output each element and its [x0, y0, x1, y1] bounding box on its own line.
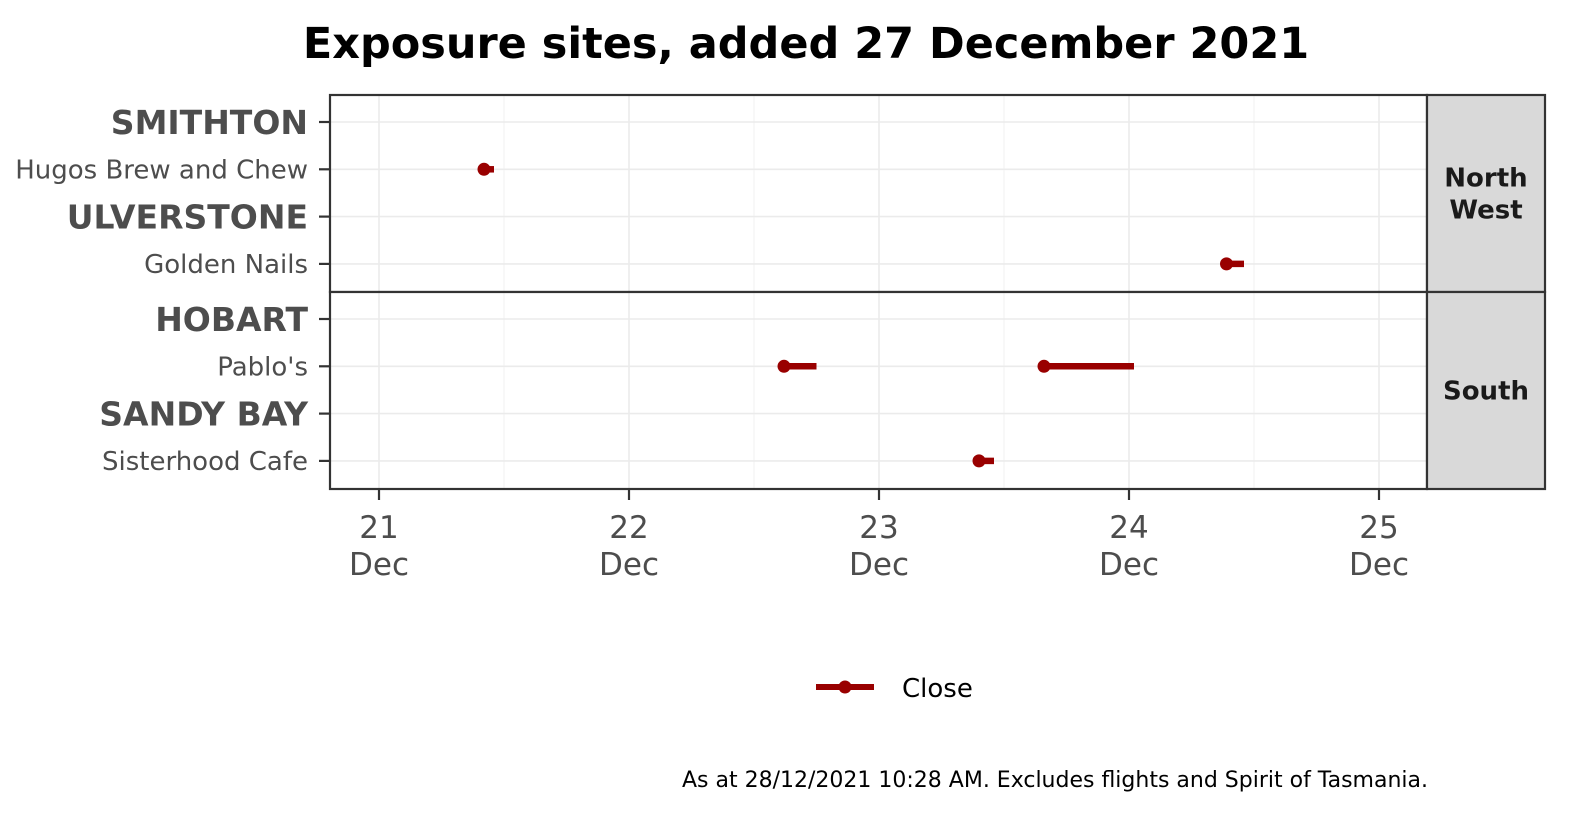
site-label: Hugos Brew and Chew	[15, 155, 308, 185]
exposure-start-point	[1037, 359, 1051, 373]
exposure-start-point	[972, 454, 986, 468]
region-strip	[1425, 93, 1547, 294]
chart-caption: As at 28/12/2021 10:28 AM. Excludes flig…	[682, 768, 1428, 793]
x-tick-label-day: 21	[359, 510, 398, 546]
exposure-start-point	[1220, 257, 1233, 271]
x-tick-label-month: Dec	[349, 547, 409, 583]
x-tick-label-day: 24	[1109, 510, 1148, 546]
x-tick-label-month: Dec	[1099, 547, 1159, 583]
town-label: SANDY BAY	[99, 395, 309, 434]
exposure-start-point	[477, 162, 491, 176]
x-tick-label-day: 22	[609, 510, 648, 546]
legend: Close	[816, 674, 973, 704]
site-label: Sisterhood Cafe	[102, 447, 308, 477]
town-label: HOBART	[155, 300, 308, 339]
x-tick-label-month: Dec	[1349, 547, 1409, 583]
exposure-start-point	[777, 359, 791, 373]
chart-panels: SMITHTON Hugos Brew and Chew ULVERSTONE Gol…	[15, 93, 1547, 491]
region-strip-label: North	[1444, 164, 1527, 194]
legend-label: Close	[902, 674, 973, 704]
legend-key-point	[838, 680, 852, 694]
chart-title: Exposure sites, added 27 December 2021	[303, 19, 1309, 69]
town-label: SMITHTON	[111, 103, 308, 142]
panel: SMITHTON Hugos Brew and Chew ULVERSTONE Gol…	[15, 93, 1547, 294]
region-strip	[1425, 290, 1547, 491]
region-strip-label: South	[1443, 377, 1529, 407]
x-tick-label-day: 23	[859, 510, 898, 546]
x-tick-label-day: 25	[1359, 510, 1398, 546]
town-label: ULVERSTONE	[67, 198, 308, 237]
panel: HOBART Pablo's SANDY BAY Sisterhood Cafe Sou…	[99, 290, 1547, 491]
site-label: Pablo's	[217, 352, 308, 382]
site-label: Golden Nails	[144, 250, 308, 280]
region-strip-label: West	[1449, 196, 1522, 226]
x-tick-label-month: Dec	[599, 547, 659, 583]
x-tick-label-month: Dec	[849, 547, 909, 583]
